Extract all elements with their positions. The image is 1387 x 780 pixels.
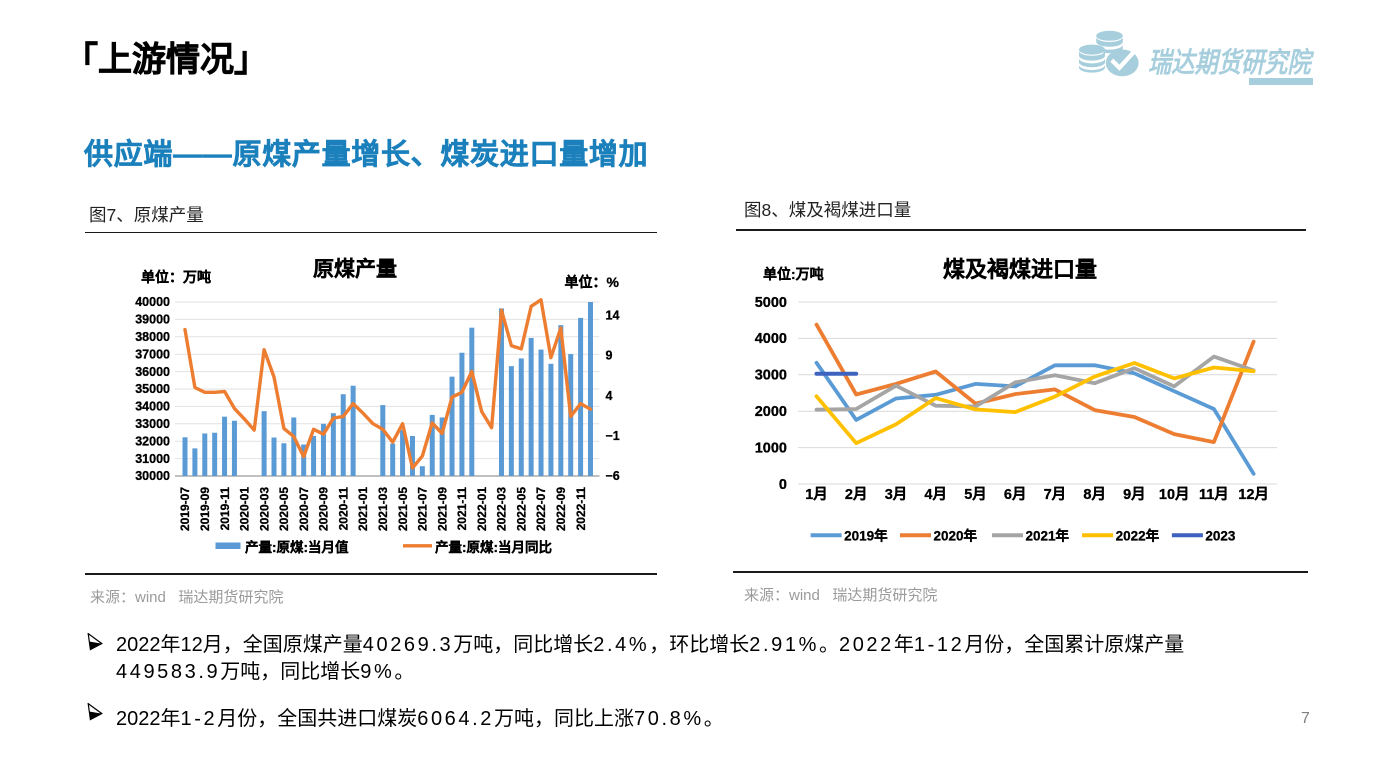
svg-text:2019-07: 2019-07 [178,487,192,531]
svg-text:8月: 8月 [1083,486,1106,503]
svg-text:2022-01: 2022-01 [475,487,489,531]
svg-text:2019年: 2019年 [844,528,888,544]
svg-text:32000: 32000 [135,434,170,448]
svg-text:2022年: 2022年 [1116,528,1160,544]
svg-text:2022-09: 2022-09 [554,487,568,531]
svg-text:2022-07: 2022-07 [534,487,548,531]
svg-text:1000: 1000 [755,440,787,456]
svg-text:11月: 11月 [1199,486,1229,503]
svg-text:2020-01: 2020-01 [238,487,252,531]
svg-text:2020年: 2020年 [934,528,978,544]
svg-text:2022-03: 2022-03 [495,487,509,531]
svg-text:2021-05: 2021-05 [396,487,410,531]
svg-text:2021-09: 2021-09 [435,487,449,531]
svg-text:产量:原煤:当月值: 产量:原煤:当月值 [245,539,349,555]
svg-text:31000: 31000 [135,452,170,466]
svg-text:煤及褐煤进口量: 煤及褐煤进口量 [943,257,1097,282]
svg-text:2000: 2000 [755,404,787,420]
svg-text:33000: 33000 [135,417,170,431]
svg-text:2月: 2月 [845,486,868,503]
svg-text:单位：%: 单位：% [565,274,620,290]
svg-text:39000: 39000 [135,313,170,327]
svg-text:2021-01: 2021-01 [356,487,370,531]
svg-text:4000: 4000 [755,331,787,347]
svg-text:6月: 6月 [1004,486,1027,503]
svg-text:2019-09: 2019-09 [198,487,212,531]
svg-text:12月: 12月 [1238,486,1269,503]
svg-text:2023: 2023 [1205,529,1236,544]
svg-text:单位:万吨: 单位:万吨 [763,266,824,282]
svg-text:2021-03: 2021-03 [376,487,390,531]
svg-text:0: 0 [779,477,787,493]
svg-text:2020-03: 2020-03 [257,487,271,531]
svg-text:9: 9 [606,349,613,363]
svg-text:产量:原煤:当月同比: 产量:原煤:当月同比 [435,539,552,555]
svg-text:2020-07: 2020-07 [297,487,311,531]
svg-text:38000: 38000 [135,330,170,344]
svg-text:30000: 30000 [135,469,170,483]
svg-text:5月: 5月 [964,486,987,503]
svg-text:单位：万吨: 单位：万吨 [141,269,211,285]
svg-text:10月: 10月 [1159,486,1190,503]
svg-text:36000: 36000 [135,365,170,379]
svg-text:2021-07: 2021-07 [416,487,430,531]
svg-text:2020-05: 2020-05 [277,487,291,531]
svg-text:4: 4 [606,389,613,403]
svg-text:2020-11: 2020-11 [336,487,350,531]
svg-text:4月: 4月 [924,486,947,503]
svg-text:35000: 35000 [135,382,170,396]
svg-text:3月: 3月 [885,486,908,503]
svg-text:37000: 37000 [135,347,170,361]
svg-text:2022-05: 2022-05 [515,487,529,531]
svg-text:−1: −1 [606,429,620,443]
svg-text:原煤产量: 原煤产量 [313,257,397,281]
svg-text:40000: 40000 [135,295,170,309]
svg-text:34000: 34000 [135,400,170,414]
svg-text:2021年: 2021年 [1026,528,1070,544]
svg-text:5000: 5000 [755,295,787,311]
svg-text:2021-11: 2021-11 [455,487,469,531]
svg-text:14: 14 [606,308,620,322]
svg-text:9月: 9月 [1123,486,1146,503]
svg-text:−6: −6 [606,469,620,483]
svg-text:7月: 7月 [1044,486,1067,503]
svg-text:1月: 1月 [805,486,828,503]
svg-text:2020-09: 2020-09 [317,487,331,531]
svg-text:2022-11: 2022-11 [574,487,588,531]
svg-text:2019-11: 2019-11 [218,487,232,531]
svg-text:3000: 3000 [755,368,787,384]
